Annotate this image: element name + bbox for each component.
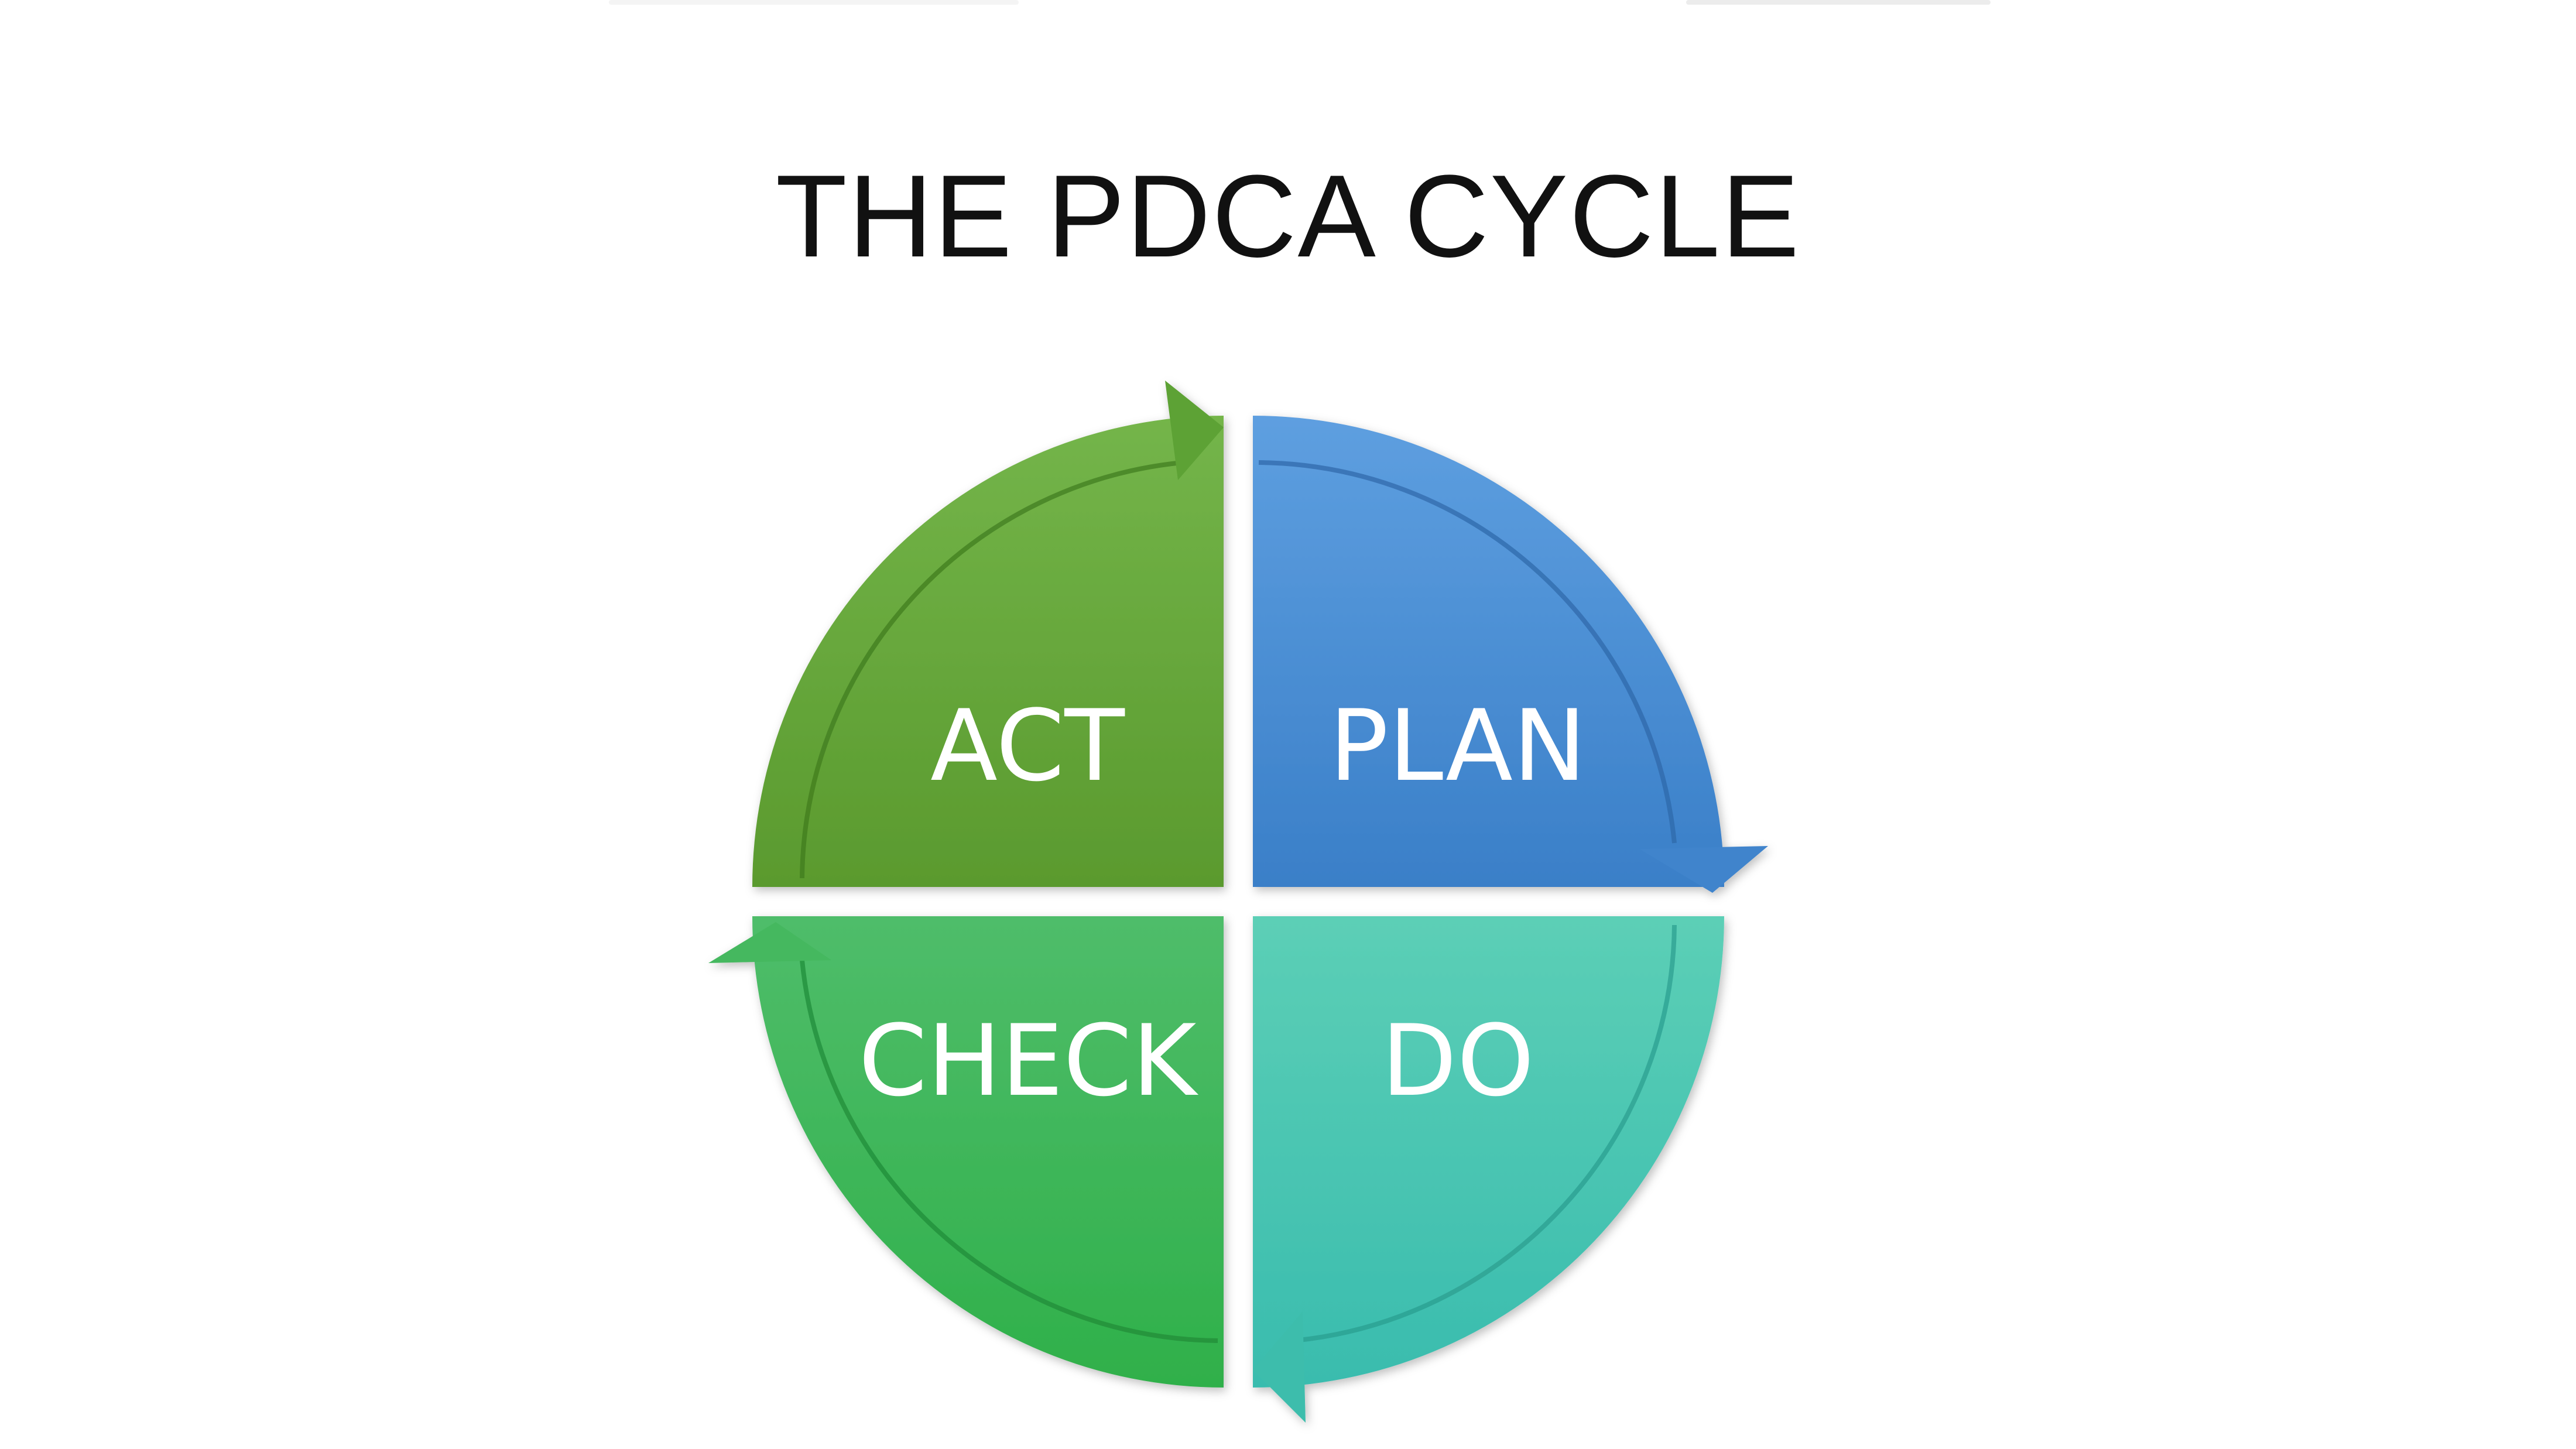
do-arrowhead-icon — [1253, 1311, 1306, 1423]
plan-arrowhead-icon — [1639, 846, 1768, 893]
act-quadrant — [752, 381, 1224, 887]
page-title: THE PDCA CYCLE — [775, 151, 1801, 282]
do-label: DO — [1381, 1003, 1534, 1118]
top-edge-artifact — [609, 0, 1019, 5]
do-quadrant — [1253, 916, 1724, 1423]
act-arrowhead-icon — [1165, 381, 1224, 480]
plan-quadrant — [1253, 416, 1768, 893]
check-label: CHECK — [858, 1003, 1198, 1118]
top-edge-artifact — [1686, 0, 1991, 5]
check-quadrant — [708, 916, 1224, 1388]
act-label: ACT — [930, 688, 1125, 803]
check-arrowhead-icon — [708, 922, 831, 963]
plan-label: PLAN — [1329, 688, 1586, 803]
